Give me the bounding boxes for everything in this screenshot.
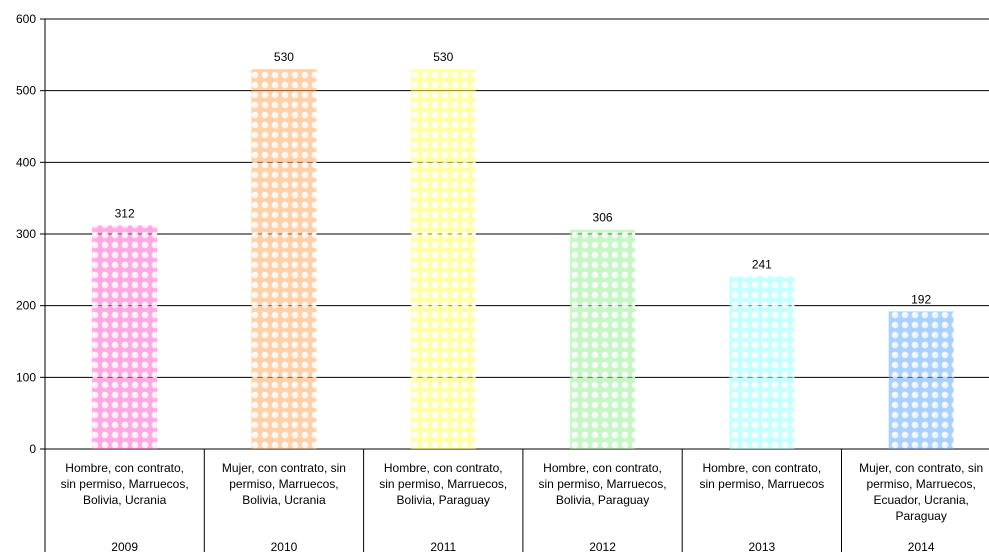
y-tick-label: 100 [16,370,36,384]
x-category-label: permiso, Marruecos, [866,477,975,491]
y-tick-label: 500 [16,84,36,98]
x-category-label: sin permiso, Marruecos [699,477,824,491]
bar-2009 [92,225,158,449]
data-label: 530 [433,50,453,64]
axes [40,18,842,552]
x-category-label: Hombre, con contrato, [702,461,821,475]
x-year-label: 2012 [589,540,616,552]
data-label: 241 [752,257,772,271]
x-category-label: permiso, Marruecos, [229,477,338,491]
x-category-label: Mujer, con contrato, sin [222,461,346,475]
bar-2012 [570,229,636,449]
x-category-label: Mujer, con contrato, sin [859,461,983,475]
x-category-label: Hombre, con contrato, [543,461,662,475]
x-category-label: sin permiso, Marruecos, [61,477,189,491]
data-label: 192 [911,292,931,306]
x-category-label: sin permiso, Marruecos, [539,477,667,491]
y-tick-label: 600 [16,12,36,26]
bar-2011 [410,69,476,450]
x-category-label: Hombre, con contrato, [65,461,184,475]
y-tick-label: 200 [16,299,36,313]
bar-2010 [251,69,317,450]
x-category-label: Ecuador, Ucrania, [873,493,968,507]
x-year-label: 2009 [111,540,138,552]
x-year-label: 2011 [430,540,456,552]
labels: 0 100 200 300 400 500 600 312 Hombre, con contra… [16,12,983,554]
x-year-label: 2010 [271,540,298,552]
x-category-label: Bolivia, Paraguay [397,493,490,507]
x-category-label: Hombre, con contrato, [384,461,503,475]
data-label: 306 [593,211,613,225]
bars [92,69,954,450]
x-year-label: 2014 [908,540,935,552]
gridlines [45,18,989,450]
x-category-label: Bolivia, Ucrania [83,493,167,507]
bar-2013 [729,276,795,449]
x-year-label: 2013 [748,540,775,552]
y-tick-label: 300 [16,227,36,241]
data-label: 312 [115,206,135,220]
x-category-label: Bolivia, Ucrania [242,493,326,507]
x-category-label: sin permiso, Marruecos, [379,477,507,491]
y-tick-label: 0 [29,442,36,456]
y-tick-label: 400 [16,155,36,169]
bar-2014 [888,311,954,449]
x-category-label: Bolivia, Paraguay [556,493,649,507]
data-label: 530 [274,50,294,64]
x-category-label: Paraguay [895,509,946,523]
